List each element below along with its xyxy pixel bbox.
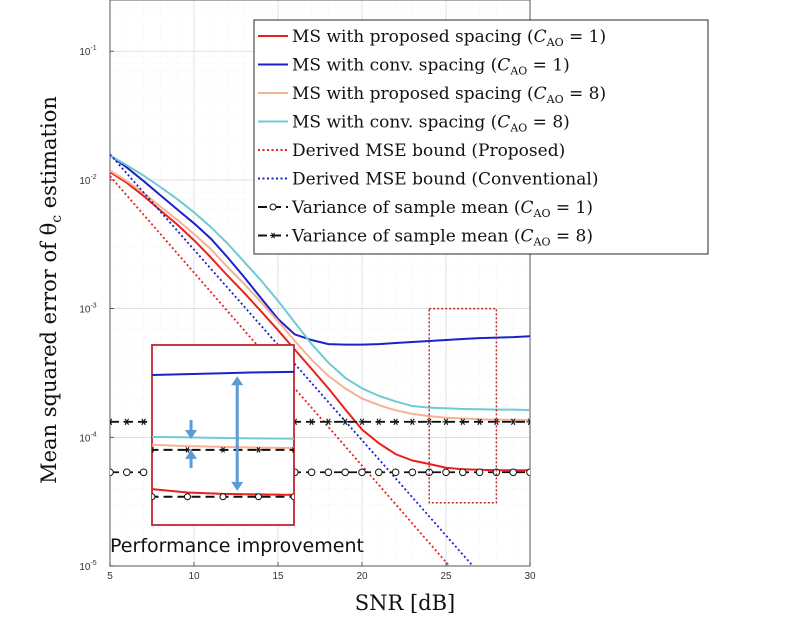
series-marker	[492, 468, 501, 477]
x-tick-label: 25	[440, 571, 452, 582]
series-marker	[123, 418, 131, 426]
series-marker	[123, 468, 131, 477]
x-tick-label: 15	[272, 571, 284, 582]
legend-label-0: MS with proposed spacing (CAO = 1)	[292, 27, 606, 49]
series-marker	[408, 418, 416, 426]
legend-label-4: Derived MSE bound (Proposed)	[292, 141, 565, 161]
x-tick-label: 5	[107, 571, 113, 582]
series-marker	[375, 418, 383, 426]
series-marker	[341, 418, 349, 426]
x-tick-label: 30	[524, 571, 536, 582]
series-marker	[341, 468, 350, 477]
series-marker	[255, 447, 262, 453]
inset-arrow-large	[231, 376, 244, 491]
series-marker	[291, 447, 294, 453]
zoom-inset	[151, 344, 295, 526]
series-marker	[290, 493, 294, 501]
series-line-5	[110, 153, 474, 566]
legend-label-1: MS with conv. spacing (CAO = 1)	[292, 56, 570, 78]
y-tick-label: 10-3	[79, 303, 96, 316]
series-line-1	[110, 154, 530, 346]
series-marker	[442, 468, 450, 477]
annotation-text: Performance improvement	[110, 535, 364, 557]
y-tick-label: 10-5	[79, 560, 96, 573]
series-marker	[255, 493, 262, 501]
y-axis-label: Mean squared error of θc estimation	[37, 96, 65, 484]
y-tick-label: 10-1	[79, 45, 96, 58]
series-marker	[219, 493, 227, 501]
series-marker	[475, 468, 484, 477]
inset-arrow-small	[185, 420, 198, 468]
legend-label-6: Variance of sample mean (CAO = 1)	[291, 198, 593, 220]
highlight-rect	[428, 307, 498, 504]
axis-ticks: 5 10 15 20 25 30 10-5 10-4 10-3 10-2 10-1	[79, 45, 536, 582]
series-line-2	[110, 169, 530, 422]
series-marker	[442, 418, 450, 426]
series-marker	[526, 468, 530, 477]
legend-label-7: Variance of sample mean (CAO = 8)	[291, 227, 593, 249]
inset-line-1	[152, 370, 294, 377]
series-marker	[358, 468, 366, 477]
series-marker	[184, 447, 191, 453]
series-marker	[425, 468, 434, 477]
series-marker	[509, 418, 517, 426]
series-marker	[526, 418, 530, 426]
series-marker	[459, 418, 467, 426]
series-marker	[324, 418, 332, 426]
series-marker	[110, 418, 114, 426]
series-marker	[509, 468, 518, 477]
inset-line-0	[152, 488, 294, 496]
legend: MS with proposed spacing (CAO = 1) MS wit…	[253, 19, 709, 255]
legend-label-3: MS with conv. spacing (CAO = 8)	[292, 113, 570, 135]
legend-label-5: Derived MSE bound (Conventional)	[292, 170, 598, 190]
x-tick-label: 20	[356, 571, 368, 582]
series-marker	[139, 468, 148, 477]
series-marker	[307, 468, 316, 477]
series-marker	[391, 468, 400, 477]
x-tick-label: 10	[188, 571, 200, 582]
series-marker	[408, 468, 417, 477]
series-line-3	[110, 154, 530, 411]
highlight-region	[428, 307, 498, 504]
series-marker	[220, 447, 226, 453]
y-tick-label: 10-4	[79, 431, 96, 444]
series-marker	[392, 418, 400, 426]
series-line-0	[110, 171, 530, 472]
series-marker	[152, 493, 156, 501]
series-marker	[152, 447, 155, 453]
series-marker	[358, 418, 366, 426]
series-marker	[140, 418, 148, 426]
x-axis-label: SNR [dB]	[355, 591, 456, 615]
series-marker	[324, 468, 333, 477]
series-marker	[270, 232, 276, 239]
legend-label-2: MS with proposed spacing (CAO = 8)	[292, 84, 606, 106]
series-marker	[476, 418, 484, 426]
series-marker	[459, 468, 467, 477]
series-marker	[110, 468, 114, 477]
series-marker	[308, 418, 316, 426]
series-marker	[184, 493, 191, 501]
legend-box	[253, 19, 709, 255]
plot-area	[109, 0, 531, 567]
inset-line-2	[152, 443, 294, 449]
inset-line-3	[152, 435, 294, 440]
y-tick-label: 10-2	[79, 174, 96, 187]
inset-series	[152, 370, 294, 501]
series-marker	[269, 203, 277, 211]
series-marker	[375, 468, 383, 477]
